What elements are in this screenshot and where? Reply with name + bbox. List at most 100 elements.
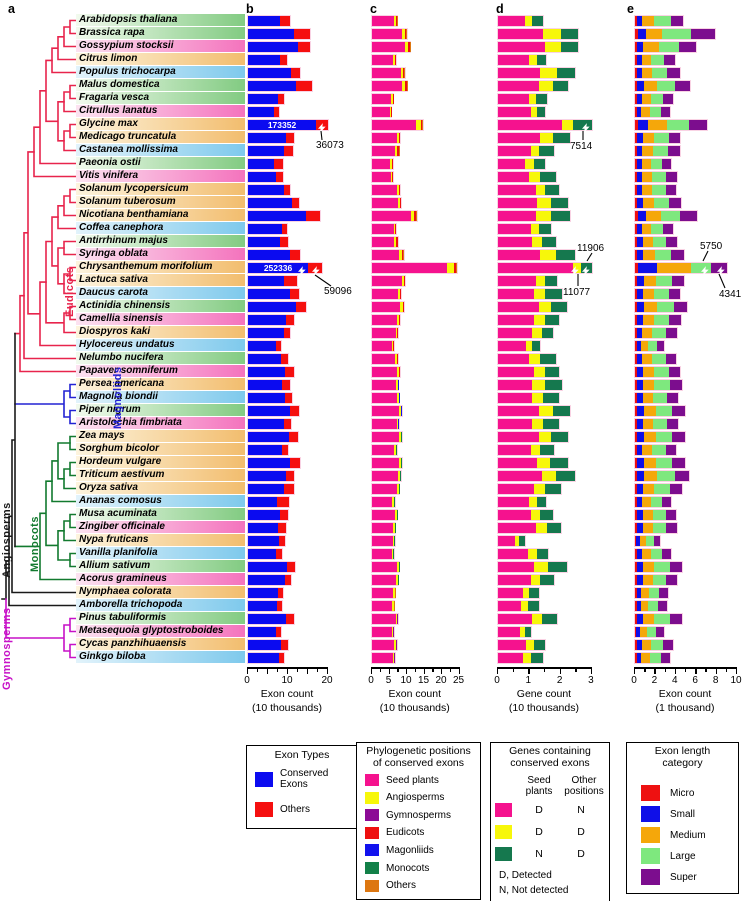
species-name: Malus domestica [79, 79, 160, 90]
bar-segment [498, 392, 533, 403]
axis-tick-label: 2 [556, 675, 563, 686]
bar-row-b [247, 248, 301, 261]
legend-genes-title-1: Genes containing [509, 745, 591, 757]
bar-row-b [247, 53, 289, 66]
bar-segment [650, 158, 662, 169]
bar-segment [396, 132, 399, 143]
bar-segment [402, 80, 406, 91]
bar-segment [635, 132, 638, 143]
bar-row-e [634, 625, 665, 638]
bar-segment [283, 145, 294, 156]
axis-tick [543, 667, 546, 672]
axis-tick-label: 20 [435, 675, 447, 686]
lightning-bolt-icon [716, 265, 725, 276]
bar-segment [641, 639, 651, 650]
bar-segment [541, 327, 553, 338]
bar-row-c [371, 300, 406, 313]
bar-segment [541, 236, 556, 247]
callout-count-label: 59096 [324, 286, 352, 297]
bar-segment [396, 444, 397, 455]
bar-segment [394, 639, 396, 650]
species-band: Castanea mollissima [76, 144, 245, 157]
bar-row-b [247, 14, 291, 27]
bar-segment [635, 197, 638, 208]
bar-row-b [247, 391, 294, 404]
bar-segment [538, 80, 553, 91]
bar-segment [538, 223, 552, 234]
bar-row-d [497, 495, 548, 508]
bar-row-c [371, 313, 401, 326]
bar-segment [643, 288, 655, 299]
species-name: Nymphaea colorata [79, 586, 172, 597]
bar-segment [637, 132, 643, 143]
legend-swatch [365, 774, 379, 786]
bar-row-b [247, 92, 286, 105]
bar-segment [635, 639, 637, 650]
bar-segment [276, 600, 282, 611]
bar-row-b [247, 274, 299, 287]
bar-segment [498, 54, 530, 65]
bar-row-d [497, 352, 557, 365]
bar-segment [635, 28, 638, 39]
bar-segment [279, 535, 285, 546]
bar-segment [666, 119, 690, 130]
bar-segment [652, 327, 666, 338]
bar-segment [248, 223, 282, 234]
bar-row-e [634, 534, 661, 547]
bar-segment [544, 379, 563, 390]
bar-row-d [497, 651, 545, 664]
bar-row-c [371, 40, 412, 53]
species-band: Hylocereus undatus [76, 339, 245, 352]
bar-segment [656, 626, 664, 637]
bar-segment [277, 496, 289, 507]
bar-segment [641, 223, 651, 234]
bar-segment [532, 379, 545, 390]
bar-segment [248, 67, 292, 78]
bar-segment [372, 652, 393, 663]
bar-segment [285, 470, 294, 481]
bar-segment [402, 301, 405, 312]
bar-segment [395, 223, 397, 234]
bar-segment [635, 600, 637, 611]
bar-segment [286, 561, 295, 572]
bar-segment [273, 158, 284, 169]
bar-segment [641, 158, 651, 169]
bar-row-b [247, 508, 290, 521]
bar-segment [540, 132, 553, 143]
bar-segment [401, 275, 404, 286]
species-name: Solanum lycopersicum [79, 183, 189, 194]
bar-segment [643, 431, 656, 442]
bar-segment [498, 444, 531, 455]
bar-segment [372, 561, 397, 572]
bar-segment [674, 470, 689, 481]
panel-letter-c: c [370, 2, 377, 16]
species-band: Musa acuminata [76, 508, 245, 521]
species-band: Daucus carota [76, 287, 245, 300]
bar-row-c [371, 534, 396, 547]
bar-segment [372, 301, 400, 312]
species-band: Brassica rapa [76, 27, 245, 40]
bar-segment [398, 314, 400, 325]
axis-tick [634, 667, 636, 674]
bar-segment [557, 67, 575, 78]
bar-segment [372, 574, 396, 585]
bar-segment [396, 379, 398, 390]
bar-row-d [497, 391, 561, 404]
bar-row-e [634, 157, 673, 170]
axis-tick [575, 667, 577, 672]
axis-tick-label: 2 [651, 675, 658, 686]
species-name: Sorghum bicolor [79, 443, 159, 454]
legend-swatch [365, 791, 379, 804]
bar-segment [636, 496, 642, 507]
bar-segment [635, 15, 638, 26]
axis-tick [406, 667, 408, 674]
bar-segment [498, 340, 527, 351]
bar-row-d [497, 79, 570, 92]
gymnosperms-branches [5, 598, 77, 659]
bar-segment [540, 444, 555, 455]
legend-exon-types: Exon Types Conserved Exons Others [246, 745, 358, 829]
bar-segment [535, 93, 547, 104]
bar-segment [248, 145, 284, 156]
axis-tick [559, 667, 561, 674]
bar-segment [532, 340, 541, 351]
